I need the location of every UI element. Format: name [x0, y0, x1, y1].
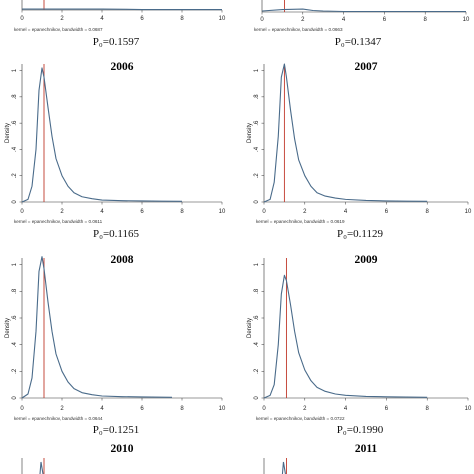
x-tick-label-4-1: 2 [60, 406, 64, 412]
y-tick-label-5-2: .4 [254, 342, 260, 348]
x-tick-label-4-0: 0 [20, 406, 24, 412]
density-curve-6 [39, 461, 44, 474]
x-tick-label-0-1: 2 [60, 16, 64, 22]
chart-panel-0: 0 2 4 6 8 10 kernel = epanechnikov, bandwidth … [14, 0, 226, 48]
x-tick-label-5-4: 8 [426, 406, 430, 412]
y-axis-label-3: Density [247, 123, 253, 143]
x-tick-label-5-0: 0 [262, 406, 266, 412]
density-curve-1 [261, 8, 466, 13]
y-axis-label-4: Density [5, 318, 11, 338]
chart-panel-6: 2010 [21, 443, 134, 474]
x-tick-label-1-3: 6 [383, 17, 387, 23]
p-value-label-3: P₀=0.1129 [337, 228, 383, 240]
y-tick-label-5-1: .2 [254, 368, 260, 374]
y-tick-label-2-1: .2 [12, 173, 18, 179]
y-tick-label-4-3: .6 [12, 315, 18, 321]
x-tick-label-5-1: 2 [303, 406, 307, 412]
x-tick-label-4-5: 10 [219, 406, 226, 412]
x-tick-label-1-0: 0 [260, 17, 264, 23]
x-tick-label-1-2: 4 [342, 17, 346, 23]
y-tick-label-3-0: 0 [254, 200, 260, 204]
density-curve-7 [281, 461, 286, 474]
x-tick-label-4-4: 8 [180, 406, 184, 412]
kernel-note-4: kernel = epanechnikov, bandwidth = 0.064… [14, 416, 103, 421]
p-value-label-4: P₀=0.1251 [93, 424, 139, 436]
y-tick-label-5-3: .6 [254, 315, 260, 321]
x-tick-label-3-5: 10 [465, 209, 472, 215]
p-value-label-2: P₀=0.1165 [93, 228, 139, 240]
y-tick-label-2-3: .6 [12, 120, 18, 126]
y-tick-label-5-0: 0 [254, 396, 260, 400]
x-tick-label-1-4: 8 [424, 17, 428, 23]
chart-panel-7: 2011 [263, 443, 378, 474]
p-value-label-0: P₀=0.1597 [93, 36, 140, 48]
y-tick-label-5-5: 1 [254, 262, 260, 266]
kernel-note-3: kernel = epanechnikov, bandwidth = 0.061… [256, 219, 345, 224]
x-tick-label-0-4: 8 [180, 16, 184, 22]
y-tick-label-4-2: .4 [12, 342, 18, 348]
x-tick-label-1-5: 10 [463, 17, 470, 23]
x-tick-label-3-3: 6 [385, 209, 389, 215]
x-tick-label-3-2: 4 [344, 209, 348, 215]
x-tick-label-0-5: 10 [219, 16, 226, 22]
x-tick-label-2-1: 2 [60, 209, 64, 215]
x-tick-label-2-3: 6 [140, 209, 144, 215]
panel-title-2: 2006 [111, 61, 134, 73]
x-tick-label-2-5: 10 [219, 209, 226, 215]
chart-panel-5: 2009 0 .2 .4 .6 .8 1 Density 0 2 4 6 8 10 kernel = epa… [247, 254, 472, 436]
x-tick-label-4-2: 4 [100, 406, 104, 412]
density-curve-3 [263, 63, 428, 203]
x-tick-label-1-1: 2 [301, 17, 305, 23]
panel-title-4: 2008 [111, 254, 134, 266]
panel-title-5: 2009 [355, 254, 378, 266]
x-tick-label-3-1: 2 [303, 209, 307, 215]
chart-panel-2: 2006 0 .2 .4 .6 .8 1 Density 0 2 4 6 8 10 kernel = epa… [5, 61, 226, 240]
y-tick-label-5-4: .8 [254, 288, 260, 294]
panel-title-3: 2007 [355, 61, 378, 73]
chart-panel-3: 2007 0 .2 .4 .6 .8 1 Density 0 2 4 6 8 10 kernel = epa… [247, 61, 472, 240]
y-tick-label-3-2: .4 [254, 146, 260, 152]
y-tick-label-4-1: .2 [12, 368, 18, 374]
y-tick-label-2-4: .8 [12, 94, 18, 100]
kernel-note-0: kernel = epanechnikov, bandwidth = 0.068… [14, 27, 103, 32]
chart-panel-4: 2008 0 .2 .4 .6 .8 1 Density 0 2 4 6 8 10 kernel = epa… [5, 254, 226, 436]
x-tick-label-5-3: 6 [385, 406, 389, 412]
x-tick-label-0-3: 6 [140, 16, 144, 22]
panel-title-6: 2010 [111, 443, 134, 455]
kernel-note-1: kernel = epanechnikov, bandwidth = 0.066… [254, 27, 343, 32]
kernel-note-2: kernel = epanechnikov, bandwidth = 0.061… [14, 219, 103, 224]
y-tick-label-3-4: .8 [254, 94, 260, 100]
x-tick-label-3-4: 8 [426, 209, 430, 215]
p-value-label-1: P₀=0.1347 [335, 36, 382, 48]
density-curve-5 [263, 274, 428, 399]
chart-panel-1: 0 2 4 6 8 10 kernel = epanechnikov, bandwidth … [254, 0, 470, 48]
y-tick-label-3-3: .6 [254, 120, 260, 126]
x-tick-label-2-2: 4 [100, 209, 104, 215]
kernel-note-5: kernel = epanechnikov, bandwidth = 0.072… [256, 416, 345, 421]
x-tick-label-5-2: 4 [344, 406, 348, 412]
density-curve-4 [21, 256, 173, 399]
x-tick-label-0-0: 0 [20, 16, 24, 22]
x-tick-label-2-0: 0 [20, 209, 24, 215]
y-axis-label-5: Density [247, 318, 253, 338]
x-tick-label-4-3: 6 [140, 406, 144, 412]
y-tick-label-2-0: 0 [12, 200, 18, 204]
density-curve-2 [21, 67, 183, 203]
y-tick-label-3-1: .2 [254, 173, 260, 179]
x-tick-label-5-5: 10 [465, 406, 472, 412]
y-axis-label-2: Density [5, 123, 11, 143]
y-tick-label-4-4: .8 [12, 288, 18, 294]
y-tick-label-2-5: 1 [12, 68, 18, 72]
y-tick-label-4-0: 0 [12, 396, 18, 400]
y-tick-label-2-2: .4 [12, 146, 18, 152]
x-tick-label-2-4: 8 [180, 209, 184, 215]
x-tick-label-3-0: 0 [262, 209, 266, 215]
x-tick-label-0-2: 4 [100, 16, 104, 22]
y-tick-label-3-5: 1 [254, 68, 260, 72]
panel-title-7: 2011 [355, 443, 378, 455]
y-tick-label-4-5: 1 [12, 262, 18, 266]
p-value-label-5: P₀=0.1990 [337, 424, 384, 436]
